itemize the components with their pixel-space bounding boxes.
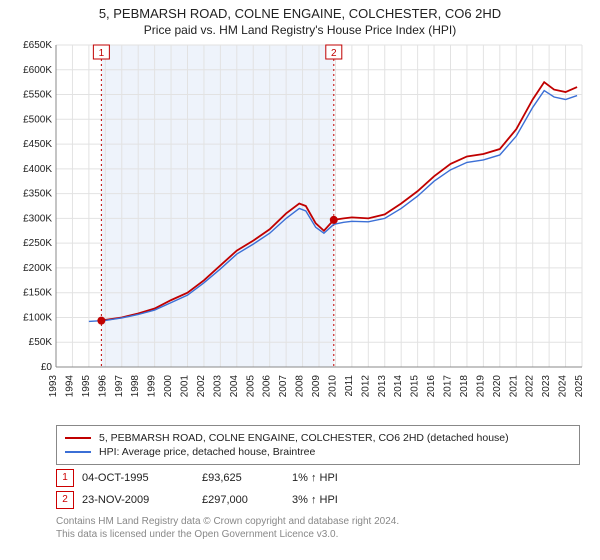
svg-text:2002: 2002 (196, 374, 207, 397)
svg-text:2025: 2025 (574, 374, 585, 397)
sale-events: 1 04-OCT-1995£93,6251% ↑ HPI 2 23-NOV-2009£… (56, 469, 580, 509)
legend-item: HPI: Average price, detached house, Brai… (65, 446, 571, 458)
chart-svg: £0 £50K £100K £150K £200K £250K £300K £350K £400… (10, 41, 590, 407)
svg-text:2006: 2006 (262, 374, 273, 397)
svg-text:£600K: £600K (23, 65, 52, 76)
chart: £0 £50K £100K £150K £200K £250K £300K £350K £400… (10, 41, 590, 421)
svg-text:2007: 2007 (278, 374, 289, 397)
svg-text:2009: 2009 (311, 374, 322, 397)
svg-text:1: 1 (99, 48, 105, 59)
svg-text:1995: 1995 (81, 374, 92, 397)
event-price: £297,000 (202, 494, 292, 506)
event-marker: 2 (56, 491, 74, 509)
svg-text:£0: £0 (41, 362, 53, 373)
svg-text:2004: 2004 (229, 374, 240, 397)
svg-text:2019: 2019 (475, 374, 486, 397)
svg-text:£550K: £550K (23, 89, 52, 100)
svg-text:£100K: £100K (23, 312, 52, 323)
svg-text:£500K: £500K (23, 114, 52, 125)
svg-text:2020: 2020 (492, 374, 503, 397)
svg-text:2000: 2000 (163, 374, 174, 397)
svg-text:2018: 2018 (459, 374, 470, 397)
svg-text:2011: 2011 (344, 374, 355, 396)
svg-text:2010: 2010 (327, 374, 338, 397)
svg-text:£250K: £250K (23, 238, 52, 249)
svg-text:1999: 1999 (147, 374, 158, 397)
svg-text:£150K: £150K (23, 288, 52, 299)
svg-text:1998: 1998 (130, 374, 141, 397)
svg-text:£200K: £200K (23, 263, 52, 274)
svg-text:2: 2 (331, 48, 337, 59)
svg-text:2022: 2022 (525, 374, 536, 397)
event-pct: 1% ↑ HPI (292, 472, 402, 484)
svg-text:2024: 2024 (558, 374, 569, 397)
svg-text:2012: 2012 (360, 374, 371, 397)
svg-text:2005: 2005 (245, 374, 256, 397)
svg-text:1994: 1994 (64, 374, 75, 397)
footnote-line-1: Contains HM Land Registry data © Crown c… (56, 515, 580, 528)
legend: 5, PEBMARSH ROAD, COLNE ENGAINE, COLCHES… (56, 425, 580, 465)
svg-text:£50K: £50K (29, 337, 53, 348)
svg-text:2021: 2021 (508, 374, 519, 397)
svg-text:2003: 2003 (212, 374, 223, 397)
svg-text:2023: 2023 (541, 374, 552, 397)
svg-text:2016: 2016 (426, 374, 437, 397)
svg-text:2001: 2001 (180, 374, 191, 397)
svg-text:2013: 2013 (377, 374, 388, 397)
svg-text:2017: 2017 (443, 374, 454, 397)
event-marker: 1 (56, 469, 74, 487)
event-date: 23-NOV-2009 (82, 494, 202, 506)
svg-text:2014: 2014 (393, 374, 404, 397)
legend-line (65, 437, 91, 439)
svg-text:£300K: £300K (23, 213, 52, 224)
svg-text:£400K: £400K (23, 164, 52, 175)
svg-text:£350K: £350K (23, 189, 52, 200)
legend-label: 5, PEBMARSH ROAD, COLNE ENGAINE, COLCHES… (99, 432, 509, 444)
legend-item: 5, PEBMARSH ROAD, COLNE ENGAINE, COLCHES… (65, 432, 571, 444)
footnote: Contains HM Land Registry data © Crown c… (56, 515, 580, 541)
svg-text:£450K: £450K (23, 139, 52, 150)
legend-line (65, 451, 91, 453)
sale-event-row: 2 23-NOV-2009£297,0003% ↑ HPI (56, 491, 580, 509)
chart-subtitle: Price paid vs. HM Land Registry's House … (10, 23, 590, 37)
svg-text:2015: 2015 (410, 374, 421, 397)
svg-text:2008: 2008 (295, 374, 306, 397)
sale-event-row: 1 04-OCT-1995£93,6251% ↑ HPI (56, 469, 580, 487)
event-price: £93,625 (202, 472, 292, 484)
event-date: 04-OCT-1995 (82, 472, 202, 484)
event-pct: 3% ↑ HPI (292, 494, 402, 506)
svg-text:1996: 1996 (97, 374, 108, 397)
footnote-line-2: This data is licensed under the Open Gov… (56, 528, 580, 541)
chart-title: 5, PEBMARSH ROAD, COLNE ENGAINE, COLCHES… (10, 6, 590, 23)
legend-label: HPI: Average price, detached house, Brai… (99, 446, 315, 458)
svg-text:1993: 1993 (48, 374, 59, 397)
svg-text:1997: 1997 (114, 374, 125, 397)
svg-text:£650K: £650K (23, 41, 52, 51)
